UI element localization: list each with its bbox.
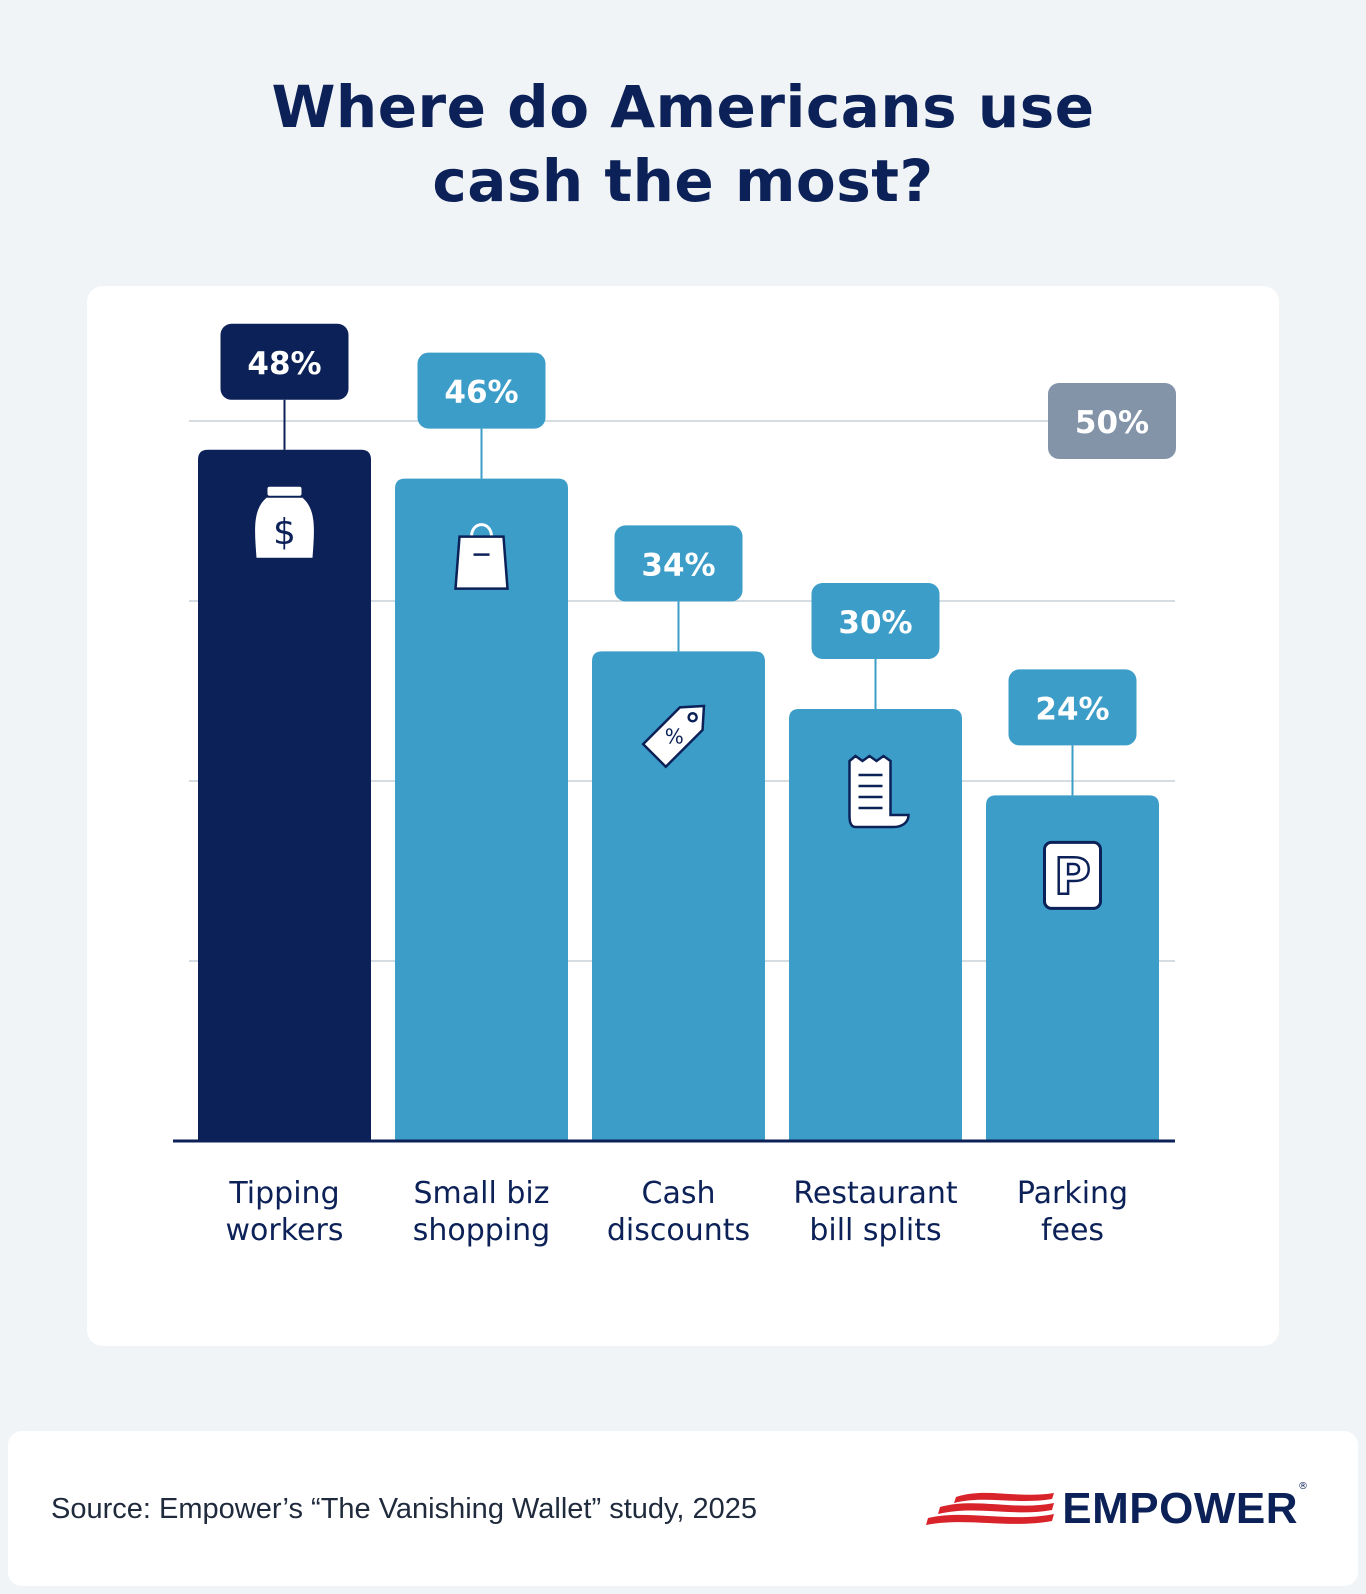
- flag-stripes-icon: [926, 1492, 1055, 1525]
- price-tag-icon: %: [641, 704, 706, 769]
- registered-mark: ®: [1298, 1481, 1308, 1492]
- category-label: fees: [1041, 1213, 1104, 1248]
- category-label: shopping: [413, 1213, 550, 1248]
- bar: [395, 478, 568, 1142]
- bar: [986, 795, 1159, 1141]
- bag-neck: [267, 486, 302, 496]
- category-label: Cash: [642, 1176, 716, 1211]
- bag-body: [454, 535, 509, 590]
- money-bag-icon: $: [255, 486, 314, 558]
- data-label: 30%: [838, 605, 912, 641]
- logo-wordmark: EMPOWER: [1062, 1484, 1298, 1533]
- data-label-box: [1008, 669, 1137, 746]
- bag-handle: [470, 523, 493, 537]
- bag-body: [255, 497, 314, 558]
- data-label-box: [417, 352, 546, 429]
- receipt-icon: [848, 754, 910, 829]
- data-label-box: [614, 525, 743, 602]
- parking-sign: [1043, 840, 1102, 910]
- category-label: workers: [226, 1213, 344, 1248]
- data-label: 24%: [1035, 691, 1109, 727]
- data-label: 48%: [247, 346, 321, 382]
- tag-hole: [687, 712, 698, 723]
- empower-logo: EMPOWER ®: [926, 1479, 1308, 1539]
- data-label-box: [811, 583, 940, 659]
- percent-sign: %: [665, 725, 684, 749]
- category-label: Restaurant: [793, 1176, 957, 1211]
- category-label: discounts: [607, 1213, 750, 1248]
- chart-card: 50% 48% $ Tipping workers 46% Small biz shoppin…: [87, 286, 1279, 1346]
- category-label: Small biz: [414, 1176, 550, 1211]
- category-label: bill splits: [809, 1213, 941, 1248]
- chart-title-line-2: cash the most?: [432, 147, 934, 215]
- data-label-box: [220, 323, 349, 400]
- chart-title-line-1: Where do Americans use: [271, 73, 1095, 141]
- shopping-bag-icon: [454, 523, 509, 590]
- category-label: Tipping: [228, 1176, 339, 1211]
- source-note: Source: Empower’s “The Vanishing Wallet”…: [51, 1493, 757, 1525]
- chart-title: Where do Americans use cash the most?: [0, 70, 1366, 218]
- tag-group: %: [641, 704, 706, 769]
- dollar-sign: $: [273, 512, 296, 553]
- bar: [789, 709, 962, 1141]
- tag-body: [641, 704, 706, 769]
- category-label: Parking: [1017, 1176, 1128, 1211]
- max-gridline-label-box: [1048, 383, 1176, 459]
- max-gridline-label: 50%: [1075, 405, 1149, 441]
- bar: [198, 449, 371, 1141]
- parking-icon: P: [1043, 840, 1102, 910]
- data-label: 34%: [641, 547, 715, 583]
- bar: [592, 651, 765, 1141]
- footer: Source: Empower’s “The Vanishing Wallet”…: [8, 1431, 1358, 1586]
- parking-letter: P: [1054, 847, 1091, 905]
- data-label: 46%: [444, 375, 518, 411]
